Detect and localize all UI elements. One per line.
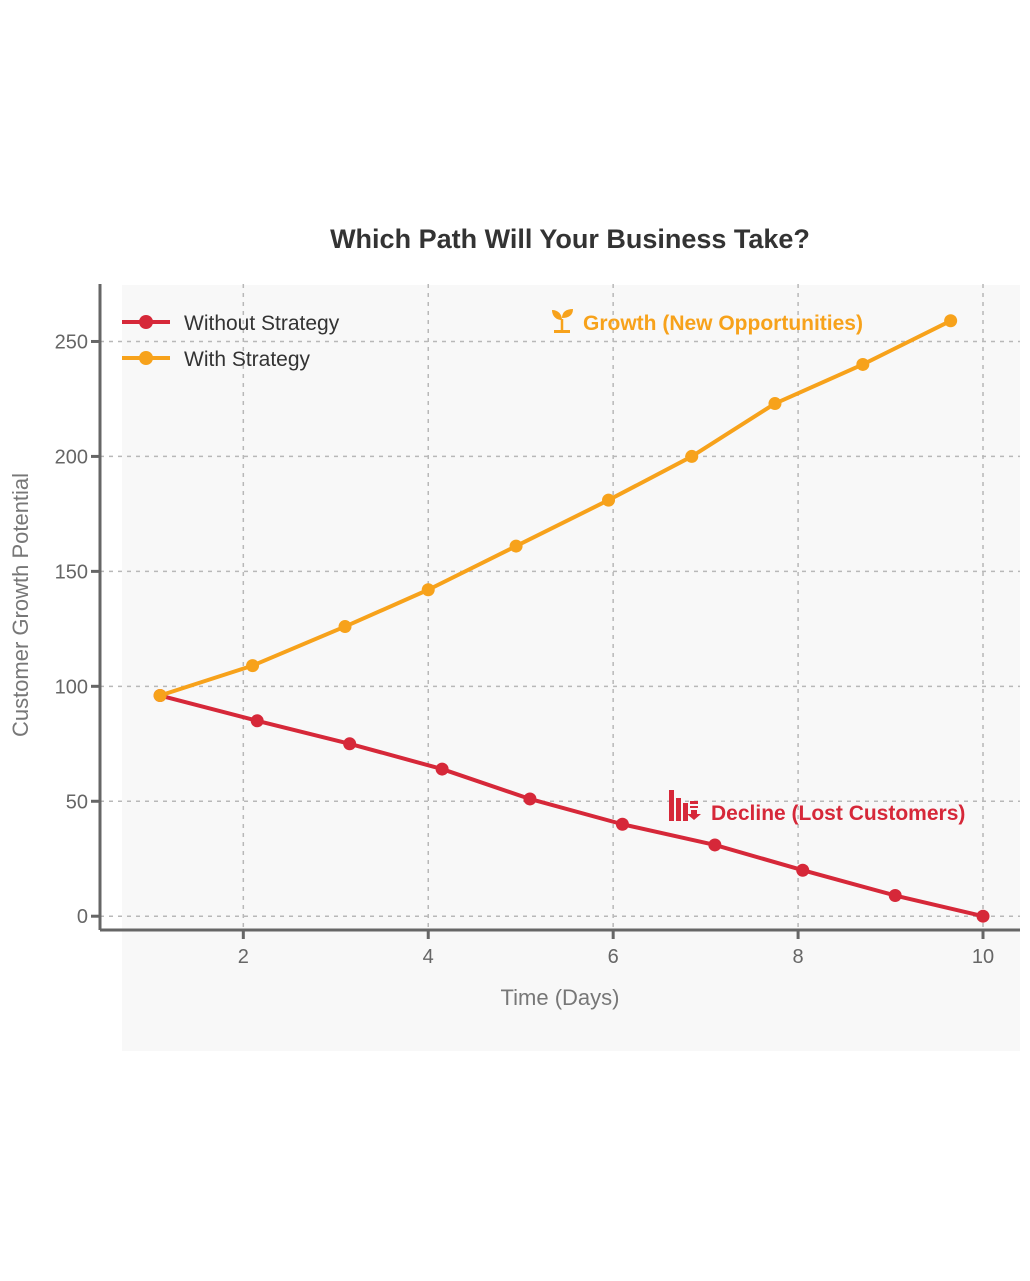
data-point [153,689,167,703]
y-tick-label: 200 [55,446,88,468]
x-tick-label: 4 [423,946,434,968]
series-without-strategy [153,689,990,923]
plot-background [122,285,1020,1051]
data-point [250,714,264,728]
data-point [708,838,722,852]
data-point [976,909,990,923]
data-point [246,659,260,673]
series-line [159,693,984,919]
annotation-decline: Decline (Lost Customers) [669,790,965,825]
legend-item-with-strategy: With Strategy [122,348,311,371]
y-tick-label: 0 [77,906,88,928]
series-line [159,318,952,698]
data-point [615,817,629,831]
legend-swatch-marker [139,351,153,365]
y-tick-label: 150 [55,561,88,583]
data-point [602,493,616,507]
annotation-growth: Growth (New Opportunities) [552,309,863,335]
legend-item-without-strategy: Without Strategy [122,312,340,335]
legend: Without Strategy With Strategy [122,312,340,371]
legend-label: Without Strategy [184,312,340,335]
y-tick-label: 100 [55,676,88,698]
y-tick-label: 250 [55,331,88,353]
x-tick-label: 2 [238,946,249,968]
y-tick-label: 50 [66,791,88,813]
x-axis-label: Time (Days) [501,985,620,1010]
chart-title: Which Path Will Your Business Take? [330,224,810,254]
seedling-icon [552,309,573,333]
legend-label: With Strategy [184,348,311,371]
chart-decreasing-icon [669,790,701,821]
legend-swatch-marker [139,315,153,329]
data-point [523,792,537,806]
data-point [509,539,523,553]
grid [100,284,1020,930]
annotation-decline-text: Decline (Lost Customers) [711,802,965,825]
axes [98,284,1020,932]
data-point [685,449,699,463]
data-point [421,583,435,597]
data-point [856,357,870,371]
data-point [768,397,782,411]
data-point [343,737,357,751]
data-point [338,620,352,634]
annotation-growth-text: Growth (New Opportunities) [583,312,863,335]
series-with-strategy [153,314,958,703]
data-point [435,762,449,776]
data-point [944,314,958,328]
y-axis-label: Customer Growth Potential [8,473,33,737]
data-point [796,863,810,877]
x-tick-label: 8 [793,946,804,968]
x-tick-label: 10 [972,946,994,968]
x-tick-label: 6 [608,946,619,968]
series [153,314,990,923]
data-point [888,889,902,903]
